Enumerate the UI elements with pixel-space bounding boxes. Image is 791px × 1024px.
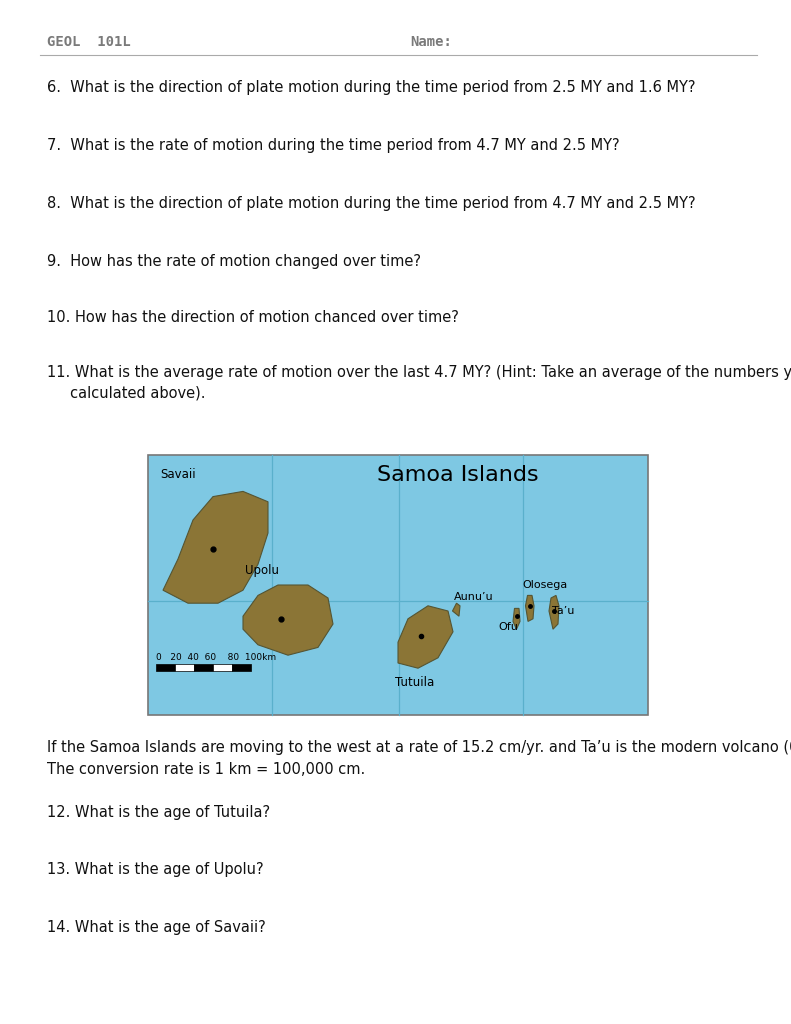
Polygon shape [163,492,268,603]
Text: Olosega: Olosega [522,581,567,590]
Text: If the Samoa Islands are moving to the west at a rate of 15.2 cm/yr. and Ta’u is: If the Samoa Islands are moving to the w… [47,740,791,755]
Text: 0   20  40  60    80  100km: 0 20 40 60 80 100km [156,653,275,663]
Polygon shape [513,608,520,629]
Bar [232,665,251,672]
Bar [156,665,175,672]
Text: Name:: Name: [410,35,452,49]
Text: 11. What is the average rate of motion over the last 4.7 MY? (Hint: Take an aver: 11. What is the average rate of motion o… [47,365,791,380]
Text: 12. What is the age of Tutuila?: 12. What is the age of Tutuila? [47,805,270,820]
Text: 7.  What is the rate of motion during the time period from 4.7 MY and 2.5 MY?: 7. What is the rate of motion during the… [47,138,619,153]
Polygon shape [243,585,333,655]
Text: Upolu: Upolu [245,564,279,578]
Text: Ta’u: Ta’u [552,606,574,616]
Text: Ofu: Ofu [498,622,518,632]
Bar [148,455,648,715]
Text: Samoa Islands: Samoa Islands [377,465,539,485]
Text: Savaii: Savaii [161,468,196,481]
Polygon shape [452,603,460,616]
Polygon shape [549,595,559,629]
Text: 6.  What is the direction of plate motion during the time period from 2.5 MY and: 6. What is the direction of plate motion… [47,80,695,95]
Text: Tutuila: Tutuila [395,676,434,689]
Bar [194,665,213,672]
Text: 10. How has the direction of motion chanced over time?: 10. How has the direction of motion chan… [47,310,459,325]
Text: 14. What is the age of Savaii?: 14. What is the age of Savaii? [47,920,266,935]
Text: The conversion rate is 1 km = 100,000 cm.: The conversion rate is 1 km = 100,000 cm… [47,762,365,777]
Text: Aunu’u: Aunu’u [454,592,494,602]
Text: GEOL  101L: GEOL 101L [47,35,131,49]
Polygon shape [398,606,453,669]
Polygon shape [525,595,534,622]
Bar [213,665,232,672]
Text: 8.  What is the direction of plate motion during the time period from 4.7 MY and: 8. What is the direction of plate motion… [47,196,695,211]
Bar [175,665,194,672]
Text: calculated above).: calculated above). [47,385,206,400]
Text: 9.  How has the rate of motion changed over time?: 9. How has the rate of motion changed ov… [47,254,421,269]
Text: 13. What is the age of Upolu?: 13. What is the age of Upolu? [47,862,263,877]
